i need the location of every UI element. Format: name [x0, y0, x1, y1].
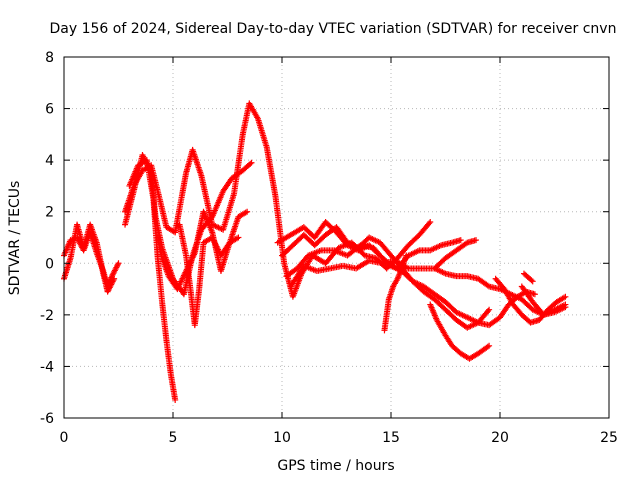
data-point: [462, 240, 469, 247]
data-point: [486, 306, 493, 313]
y-tick-label: -4: [40, 359, 54, 375]
x-tick-label: 15: [382, 430, 400, 446]
x-tick-label: 25: [600, 430, 618, 446]
y-tick-label: 2: [45, 205, 54, 221]
series-arc-14: [431, 265, 569, 318]
data-point: [528, 277, 535, 284]
y-tick-label: 6: [45, 102, 54, 118]
series-arc-5: [126, 157, 179, 403]
x-tick-label: 0: [60, 430, 69, 446]
y-axis-label: SDTVAR / TECUs: [7, 181, 23, 296]
data-point: [485, 307, 492, 314]
y-tick-label: -6: [40, 411, 54, 427]
x-tick-label: 10: [273, 430, 291, 446]
data-point: [473, 237, 480, 244]
series-arc-11: [287, 237, 480, 290]
x-tick-label: 5: [169, 430, 178, 446]
data-point: [172, 396, 179, 403]
series-arc-7: [176, 221, 242, 329]
series-arc-12: [381, 252, 410, 334]
data-point: [531, 291, 538, 298]
series-arc-13: [427, 301, 493, 362]
data-point: [484, 343, 491, 350]
data-point: [403, 252, 410, 259]
data-point: [486, 342, 493, 349]
x-tick-label: 20: [491, 430, 509, 446]
data-point: [111, 275, 118, 282]
axis-ticks: 0 5 10 15 20 25 -6 -4 -2 0 2 4 6 8: [40, 50, 618, 446]
data-point: [235, 234, 242, 241]
data-point: [457, 237, 464, 244]
data-point: [562, 304, 569, 311]
data-point: [248, 159, 255, 166]
y-tick-label: -2: [40, 308, 54, 324]
plot-frame: [63, 56, 610, 419]
data-point: [426, 220, 433, 227]
series-arc-16: [518, 283, 569, 318]
series-arc-10: [283, 237, 464, 280]
y-tick-label: 0: [45, 256, 54, 272]
data-point: [247, 160, 254, 167]
y-tick-label: 4: [45, 153, 54, 169]
data-point: [244, 208, 251, 215]
series-arc-17: [520, 270, 536, 285]
y-tick-label: 8: [45, 50, 54, 66]
data-point: [562, 293, 569, 300]
data-point: [115, 260, 122, 267]
data-marks: [61, 100, 569, 403]
chart-title: Day 156 of 2024, Sidereal Day-to-day VTE…: [50, 21, 617, 37]
data-point: [484, 282, 491, 289]
data-point: [427, 219, 434, 226]
x-axis-label: GPS time / hours: [277, 458, 394, 474]
data-point: [529, 278, 536, 285]
